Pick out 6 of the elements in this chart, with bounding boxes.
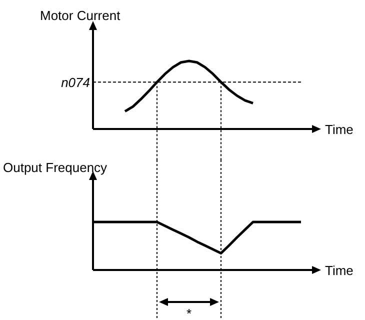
y-axis-title: Motor Current: [40, 8, 121, 23]
ref-line-label: n074: [61, 75, 90, 90]
x-axis-title: Time: [325, 263, 354, 278]
text: *: [186, 306, 192, 320]
y-axis-title: Output Frequency: [3, 160, 108, 175]
x-axis-title: Time: [325, 122, 354, 137]
